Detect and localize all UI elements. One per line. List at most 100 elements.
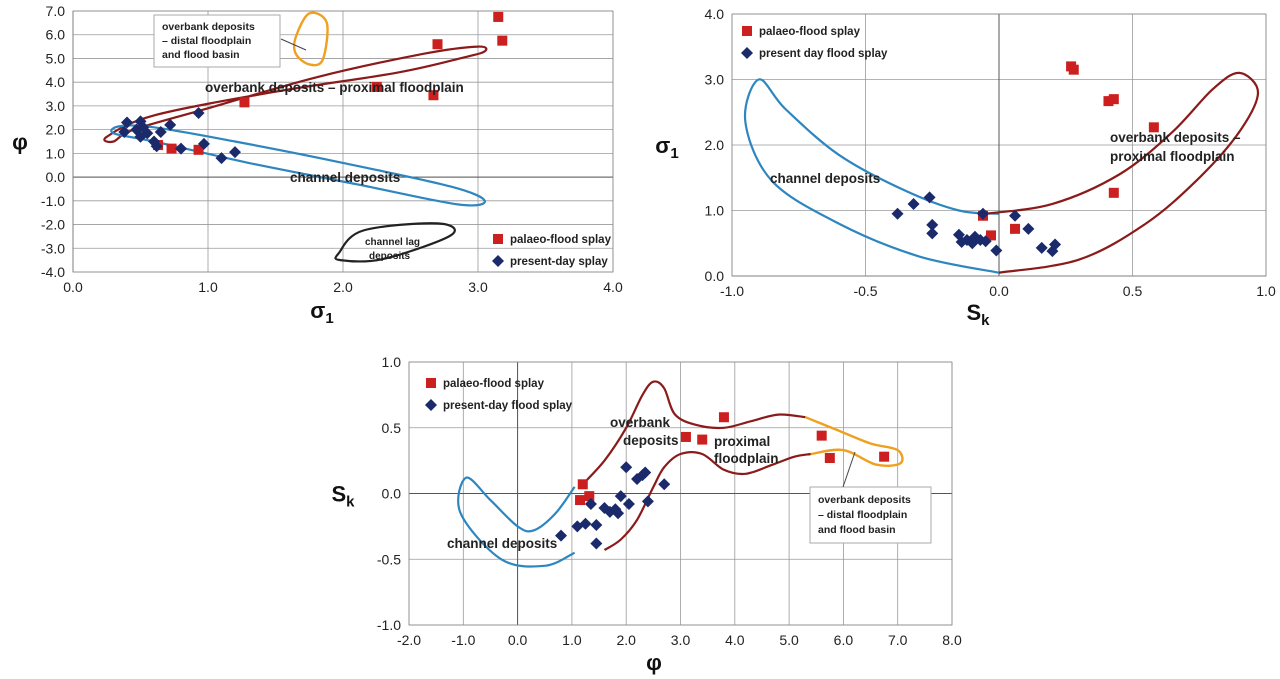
data-point-diamond	[609, 503, 622, 516]
region-proximal-lower	[603, 451, 811, 551]
y-axis-label: Sk	[331, 482, 355, 511]
x-tick-label: 0.0	[508, 632, 528, 648]
data-point-diamond	[990, 244, 1003, 257]
data-point-diamond	[926, 218, 939, 231]
region-distal-floodplain	[292, 11, 329, 67]
data-point-square	[816, 430, 827, 441]
legend-marker-diamond	[425, 399, 437, 411]
x-tick-label: 0.5	[1123, 283, 1143, 299]
data-point-square	[371, 81, 382, 92]
legend: palaeo-flood splay present-day flood spla…	[425, 378, 573, 412]
data-point-square	[575, 495, 586, 506]
data-point-diamond	[137, 121, 150, 134]
callout-text: – distal floodplain	[818, 509, 907, 521]
data-point-diamond	[891, 207, 904, 220]
callout-box	[809, 486, 932, 544]
x-tick-label: -0.5	[853, 283, 877, 299]
data-point-diamond	[1022, 222, 1035, 235]
y-tick-label: 1.0	[705, 203, 725, 219]
data-point-square	[680, 431, 691, 442]
callout-text: and flood basin	[818, 524, 896, 536]
y-tick-label: 0.5	[382, 420, 402, 436]
legend-label: present-day splay	[510, 256, 608, 268]
x-tick-label: -1.0	[451, 632, 475, 648]
data-point-diamond	[923, 191, 936, 204]
data-point-diamond	[1009, 209, 1022, 222]
series-palaeo-flood-splay	[575, 412, 890, 506]
data-point-square	[1103, 96, 1114, 107]
data-point-diamond	[164, 118, 177, 131]
x-tick-label: 0.0	[63, 279, 83, 295]
y-tick-label: 1.0	[382, 354, 402, 370]
legend-marker-square	[742, 26, 752, 36]
legend-marker-diamond	[492, 255, 504, 267]
x-tick-label: 1.0	[1256, 283, 1276, 299]
annotation-overbank-deposits: overbank	[610, 415, 671, 430]
y-tick-label: 3.0	[705, 72, 725, 88]
y-tick-label: -3.0	[41, 240, 65, 256]
y-tick-label: -4.0	[41, 264, 65, 280]
data-point-diamond	[229, 146, 241, 159]
legend-label: palaeo-flood splay	[759, 26, 861, 38]
data-point-diamond	[1049, 238, 1062, 251]
data-point-diamond	[622, 498, 635, 511]
data-point-diamond	[620, 461, 633, 474]
callout-distal-floodplain: overbank deposits – distal floodplain and …	[153, 14, 307, 68]
data-point-square	[193, 144, 204, 155]
annotation-proximal-floodplain: proximal floodplain	[1110, 149, 1235, 164]
callout-text: overbank deposits	[162, 21, 255, 33]
data-point-square	[428, 90, 439, 101]
data-point-square	[824, 452, 835, 463]
x-tick-label: 7.0	[888, 632, 908, 648]
data-point-diamond	[979, 235, 992, 248]
series-present-day-splay	[118, 107, 241, 165]
data-point-square	[584, 491, 595, 502]
data-point-diamond	[658, 478, 671, 491]
plot-border	[72, 10, 614, 273]
annotation-proximal-floodplain: proximal	[714, 434, 770, 449]
data-point-diamond	[150, 140, 163, 153]
legend: palaeo-flood splay present-day splay	[492, 234, 612, 268]
region-channel-deposits	[457, 476, 576, 568]
annotation-channel-deposits: channel deposits	[290, 170, 400, 185]
data-point-diamond	[121, 116, 133, 129]
data-point-square	[1148, 122, 1159, 133]
data-point-square	[166, 143, 177, 154]
data-point-diamond	[926, 227, 939, 240]
legend-marker-square	[493, 234, 503, 244]
y-tick-label: 0.0	[46, 169, 66, 185]
y-tick-label: 4.0	[705, 6, 725, 22]
x-tick-label: 4.0	[603, 279, 623, 295]
x-tick-label: 8.0	[942, 632, 962, 648]
y-tick-label: 7.0	[46, 3, 66, 19]
data-point-diamond	[197, 137, 210, 150]
data-point-diamond	[590, 519, 603, 532]
annotation-overbank-deposits: deposits	[623, 433, 679, 448]
y-tick-label: 0.0	[382, 486, 402, 502]
x-tick-label: 5.0	[779, 632, 799, 648]
data-point-diamond	[614, 490, 627, 503]
x-tick-label: 4.0	[725, 632, 745, 648]
x-tick-label: 1.0	[198, 279, 218, 295]
legend-label: present day flood splay	[759, 48, 888, 60]
x-tick-label: 1.0	[562, 632, 582, 648]
data-point-square	[239, 97, 250, 108]
chart-1: 0.0 1.0 2.0 3.0 4.0 -4.0 -3.0 -2.0 -1.0 0.0 1.0 2.0…	[12, 3, 623, 327]
y-axis-label: σ1	[655, 133, 678, 162]
y-tick-label: 4.0	[46, 74, 66, 90]
region-channel-deposits	[743, 78, 1000, 274]
x-tick-label: 6.0	[834, 632, 854, 648]
x-tick-label: 0.0	[989, 283, 1009, 299]
legend-marker-square	[426, 378, 436, 388]
data-point-square	[1108, 187, 1119, 198]
callout-text: – distal floodplain	[162, 35, 251, 47]
region-channel-deposits	[110, 124, 486, 207]
data-point-diamond	[584, 498, 597, 511]
data-point-diamond	[976, 207, 989, 220]
annotation-proximal-floodplain: overbank deposits – proximal floodplain	[205, 80, 464, 95]
data-point-diamond	[612, 507, 625, 520]
x-axis-label: φ	[646, 650, 662, 675]
data-point-diamond	[641, 495, 654, 508]
x-axis-label: σ1	[310, 298, 333, 327]
